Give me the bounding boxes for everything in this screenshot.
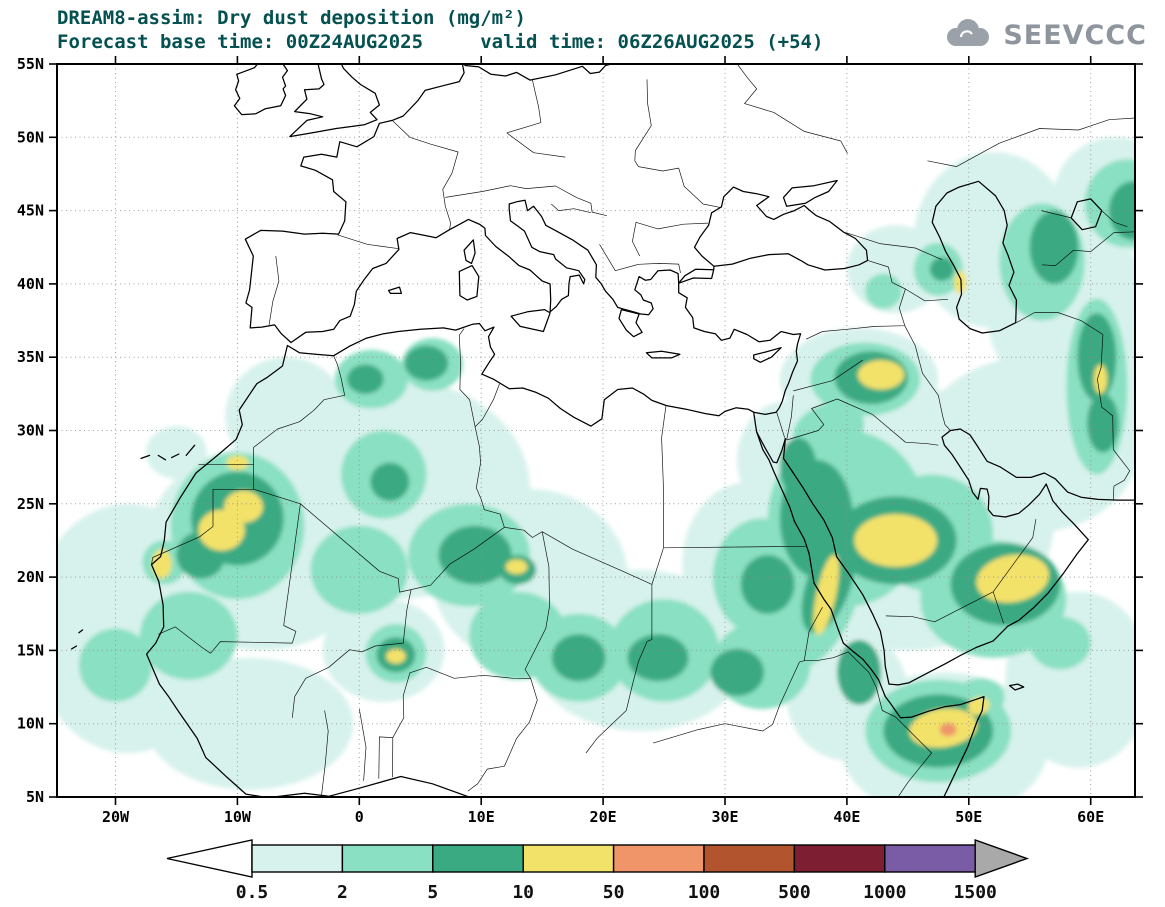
lon-tick-label: 30E bbox=[711, 808, 738, 826]
legend-segment bbox=[522, 844, 615, 873]
legend-label: 500 bbox=[778, 882, 811, 903]
lat-tick-label: 50N bbox=[17, 128, 44, 146]
dust-region bbox=[146, 657, 354, 790]
dust-region bbox=[139, 591, 238, 680]
dust-region bbox=[386, 649, 406, 664]
dust-region bbox=[78, 628, 153, 702]
dust-region bbox=[1087, 393, 1119, 453]
dust-region bbox=[551, 634, 606, 682]
lon-tick-label: 60E bbox=[1077, 808, 1104, 826]
dust-region bbox=[404, 345, 449, 381]
lon-tick-label: 10W bbox=[224, 808, 252, 826]
dust-region bbox=[939, 723, 957, 737]
chart-subtitle: Forecast base time: 00Z24AUG2025 valid t… bbox=[57, 31, 824, 53]
dust-region bbox=[226, 455, 249, 471]
dust-region bbox=[857, 360, 905, 390]
lat-tick-label: 45N bbox=[17, 202, 44, 220]
dust-region bbox=[837, 640, 881, 705]
legend-label: 0.5 bbox=[236, 882, 269, 903]
grid-layer bbox=[57, 64, 1135, 797]
dust-region bbox=[793, 402, 865, 459]
cloud-icon bbox=[941, 16, 995, 54]
dust-region bbox=[954, 270, 967, 295]
legend-segment bbox=[341, 844, 434, 873]
dust-region bbox=[865, 273, 902, 309]
legend-label: 2 bbox=[337, 882, 348, 903]
dust-region bbox=[310, 525, 409, 614]
lat-tick-label: 35N bbox=[17, 348, 44, 366]
dust-region bbox=[710, 648, 764, 696]
lat-tick-label: 40N bbox=[17, 275, 44, 293]
dust-region bbox=[854, 514, 938, 567]
legend-arrow-high bbox=[974, 839, 1030, 878]
lat-tick-label: 55N bbox=[17, 55, 44, 73]
lon-tick-label: 50E bbox=[955, 808, 982, 826]
coastline-layer bbox=[70, 64, 1135, 797]
lon-tick-label: 20W bbox=[102, 808, 130, 826]
legend-segment bbox=[793, 844, 886, 873]
lon-tick-label: 40E bbox=[833, 808, 860, 826]
lon-tick-label: 20E bbox=[590, 808, 617, 826]
lat-tick-label: 10N bbox=[17, 715, 44, 733]
dust-region bbox=[1109, 181, 1135, 240]
logo-text: SEEVCCC bbox=[1003, 19, 1147, 51]
legend-label: 50 bbox=[603, 882, 625, 903]
color-bar-legend bbox=[166, 839, 1030, 878]
lat-tick-label: 20N bbox=[17, 568, 44, 586]
chart-title: DREAM8-assim: Dry dust deposition (mg/m²… bbox=[57, 7, 526, 29]
axis-ticks bbox=[49, 56, 1143, 805]
lat-tick-label: 5N bbox=[26, 788, 44, 806]
legend-segment bbox=[612, 844, 705, 873]
dust-region bbox=[779, 437, 817, 497]
legend-label: 1000 bbox=[863, 882, 906, 903]
dust-region bbox=[929, 257, 955, 281]
legend-label: 5 bbox=[427, 882, 438, 903]
dust-region bbox=[813, 554, 840, 635]
lat-tick-label: 30N bbox=[17, 422, 44, 440]
legend-segment bbox=[432, 844, 524, 873]
legend-segment bbox=[703, 844, 796, 873]
chart-header: DREAM8-assim: Dry dust deposition (mg/m²… bbox=[57, 6, 823, 54]
lat-tick-label: 15N bbox=[17, 641, 44, 659]
dust-region bbox=[976, 554, 1049, 603]
dust-region bbox=[1093, 364, 1108, 394]
dust-region bbox=[198, 509, 245, 551]
dust-region bbox=[1029, 616, 1091, 670]
dust-region bbox=[627, 634, 689, 682]
dust-region bbox=[370, 462, 410, 501]
legend-segment bbox=[884, 844, 976, 873]
legend-label: 100 bbox=[688, 882, 721, 903]
dust-region bbox=[505, 559, 528, 575]
lat-tick-label: 25N bbox=[17, 495, 44, 513]
lon-tick-label: 0 bbox=[355, 808, 364, 826]
dust-fill-layer bbox=[57, 137, 1135, 797]
dust-region bbox=[146, 426, 207, 479]
legend-label: 10 bbox=[512, 882, 534, 903]
dust-region bbox=[740, 555, 795, 614]
legend-labels: 0.5 2 5 10 50 100 500 1000 1500 bbox=[236, 882, 997, 903]
dust-region bbox=[1029, 210, 1079, 284]
axis-labels: 55N 50N 45N 40N 35N 30N 25N 20N 15N 10N 5N 20W 10W 0 1… bbox=[17, 55, 1104, 826]
dust-region bbox=[438, 525, 512, 585]
seevccc-logo: SEEVCCC bbox=[941, 16, 1147, 54]
lon-tick-label: 10E bbox=[468, 808, 495, 826]
dust-region bbox=[347, 364, 384, 394]
legend-label: 1500 bbox=[954, 882, 997, 903]
legend-arrow-low bbox=[166, 839, 253, 878]
dust-region bbox=[225, 357, 348, 475]
dust-region bbox=[152, 549, 172, 579]
border-layer bbox=[151, 64, 1135, 797]
legend-segment bbox=[251, 844, 344, 873]
